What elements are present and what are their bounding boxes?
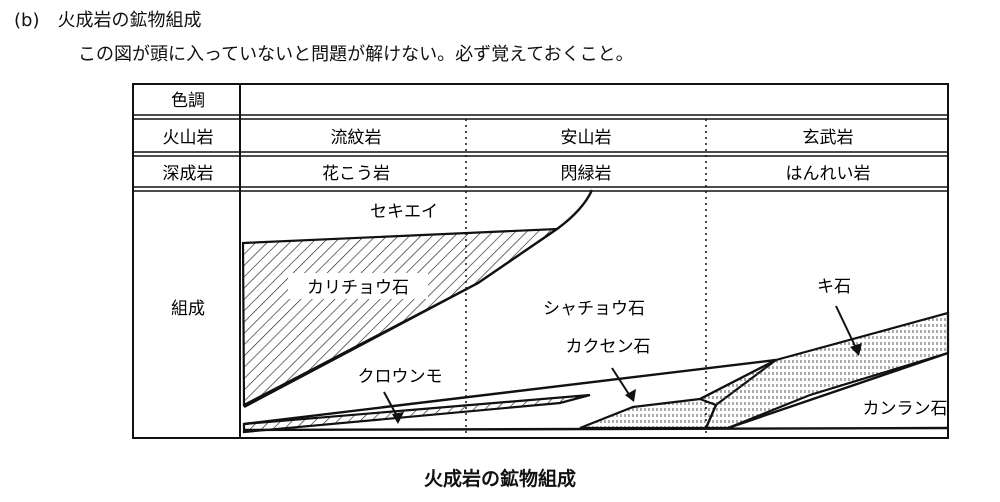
plutonic-rock-diorite: 閃緑岩 <box>561 164 612 184</box>
plutonic-rock-gabbro: はんれい岩 <box>786 164 871 184</box>
table-frame <box>132 83 949 439</box>
biotite-region <box>242 393 591 434</box>
plagioclase-upper-boundary <box>243 358 777 426</box>
label-olivine: カンラン石 <box>863 399 948 419</box>
row-label-color: 色調 <box>171 91 205 111</box>
mineral-composition-diagram: 色調 火山岩 深成岩 組成 流紋岩 安山岩 玄武岩 花こう岩 閃緑岩 はんれい岩… <box>132 83 950 439</box>
olivine-upper-boundary <box>727 351 949 430</box>
label-k-feldspar: カリチョウ石 <box>307 278 409 298</box>
biotite-pointer-arrow <box>383 391 404 424</box>
plutonic-rock-granite: 花こう岩 <box>322 164 390 184</box>
section-heading: (b) 火成岩の鉱物組成 <box>14 10 202 31</box>
label-biotite: クロウンモ <box>358 367 443 387</box>
quartz-boundary <box>243 189 594 409</box>
volcanic-rock-rhyolite: 流紋岩 <box>331 128 382 148</box>
pyroxene-pointer-arrow <box>835 305 862 356</box>
composition-base-line <box>243 426 949 432</box>
amphibole-pointer-arrow <box>611 367 636 402</box>
volcanic-rock-andesite: 安山岩 <box>561 128 612 148</box>
figure-caption: 火成岩の鉱物組成 <box>423 468 576 490</box>
label-amphibole: カクセン石 <box>566 337 651 357</box>
label-pyroxene: キ石 <box>817 277 851 297</box>
study-note: この図が頭に入っていないと問題が解けない。必ず覚えておくこと。 <box>78 44 634 65</box>
label-quartz: セキエイ <box>370 202 438 222</box>
row-label-composition: 組成 <box>171 299 205 319</box>
row-label-plutonic: 深成岩 <box>163 164 214 184</box>
row-label-volcanic: 火山岩 <box>163 128 214 148</box>
label-plagioclase: シャチョウ石 <box>543 299 645 319</box>
volcanic-rock-basalt: 玄武岩 <box>803 128 854 148</box>
pyroxene-region <box>697 311 950 430</box>
